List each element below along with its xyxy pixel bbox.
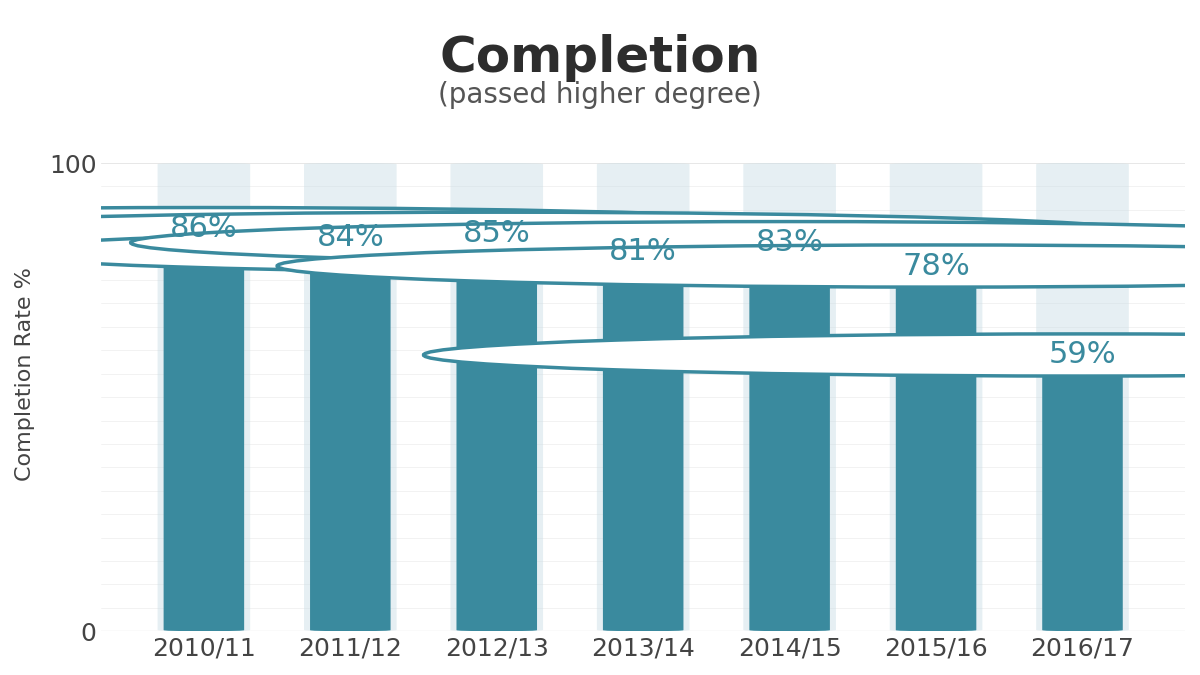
- Text: Completion: Completion: [439, 34, 761, 82]
- Circle shape: [277, 245, 1200, 287]
- FancyBboxPatch shape: [749, 242, 830, 631]
- FancyBboxPatch shape: [1036, 163, 1129, 631]
- Text: 86%: 86%: [170, 214, 238, 243]
- Text: 84%: 84%: [317, 223, 384, 252]
- FancyBboxPatch shape: [157, 163, 250, 631]
- FancyBboxPatch shape: [310, 238, 390, 631]
- FancyBboxPatch shape: [304, 163, 397, 631]
- Y-axis label: Completion Rate %: Completion Rate %: [16, 267, 35, 481]
- Circle shape: [0, 231, 1200, 273]
- Circle shape: [0, 212, 1156, 254]
- Text: 85%: 85%: [463, 219, 530, 248]
- Text: 78%: 78%: [902, 252, 970, 281]
- Text: (passed higher degree): (passed higher degree): [438, 81, 762, 109]
- FancyBboxPatch shape: [456, 234, 538, 631]
- FancyBboxPatch shape: [895, 266, 977, 631]
- FancyBboxPatch shape: [450, 163, 544, 631]
- Text: 59%: 59%: [1049, 340, 1116, 369]
- FancyBboxPatch shape: [889, 163, 983, 631]
- FancyBboxPatch shape: [163, 229, 244, 631]
- Circle shape: [131, 221, 1200, 264]
- FancyBboxPatch shape: [596, 163, 690, 631]
- FancyBboxPatch shape: [602, 252, 684, 631]
- Circle shape: [0, 207, 863, 250]
- Circle shape: [424, 334, 1200, 376]
- FancyBboxPatch shape: [743, 163, 836, 631]
- Circle shape: [0, 217, 1009, 259]
- FancyBboxPatch shape: [1043, 355, 1123, 631]
- Text: 81%: 81%: [610, 238, 677, 267]
- Text: 83%: 83%: [756, 228, 823, 257]
